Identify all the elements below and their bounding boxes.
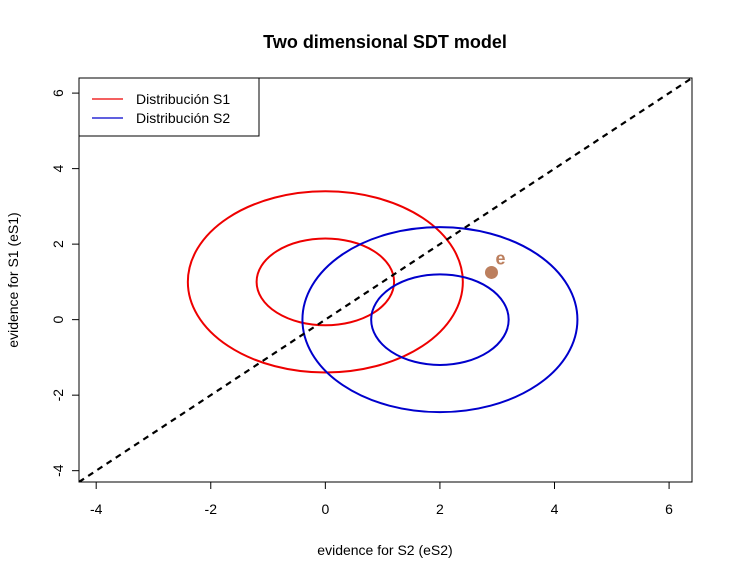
plot-area: e -4 -2 0 2 4 6 -4 -2 0 2 4 6 Distribución S1 Distribu… xyxy=(50,77,693,517)
point-e-label: e xyxy=(495,248,505,268)
series-1-contour-1 xyxy=(255,237,396,327)
x-tick-label-1: -2 xyxy=(205,501,218,517)
diagonal-line xyxy=(79,78,692,482)
series-2-contour-1 xyxy=(370,273,510,366)
point-e-marker xyxy=(484,265,498,279)
y-tick-label-0: -4 xyxy=(50,464,66,477)
legend-label-2: Distribución S2 xyxy=(136,110,230,126)
x-tick-label-3: 2 xyxy=(436,501,444,517)
legend-box xyxy=(78,77,260,137)
y-axis-label: evidence for S1 (eS1) xyxy=(5,212,21,347)
x-tick-label-5: 6 xyxy=(665,501,673,517)
legend-label-1: Distribución S1 xyxy=(136,91,230,107)
series-2-contour-2 xyxy=(301,226,579,414)
x-axis-label: evidence for S2 (eS2) xyxy=(317,542,452,558)
y-tick-label-3: 2 xyxy=(50,240,66,248)
x-tick-label-4: 4 xyxy=(551,501,559,517)
y-tick-label-2: 0 xyxy=(50,316,66,324)
x-tick-label-2: 0 xyxy=(321,501,329,517)
series-1-contour-2 xyxy=(186,190,464,374)
x-tick-label-0: -4 xyxy=(90,501,103,517)
chart-title: Two dimensional SDT model xyxy=(263,32,507,52)
y-tick-label-4: 4 xyxy=(50,165,66,173)
y-tick-label-5: 6 xyxy=(50,89,66,97)
y-tick-label-1: -2 xyxy=(50,389,66,402)
